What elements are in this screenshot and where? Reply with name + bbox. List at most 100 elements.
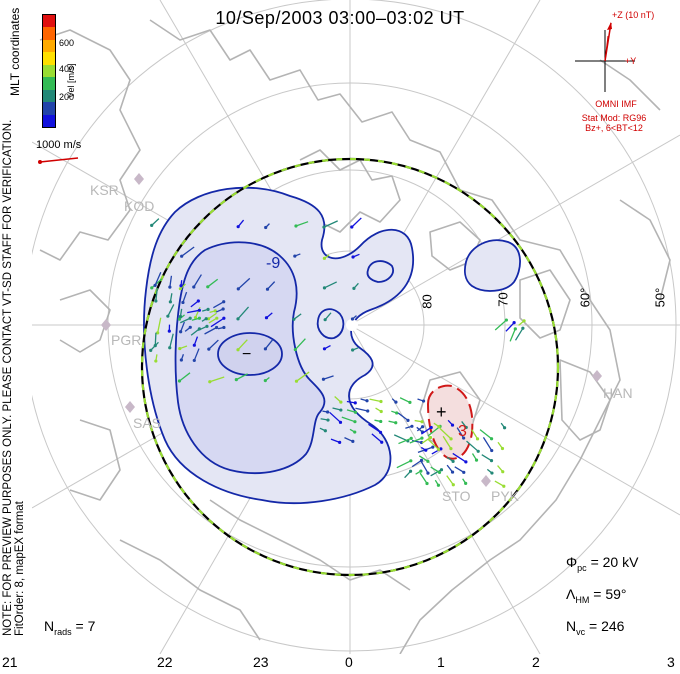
velocity-vector-origin xyxy=(149,348,153,352)
small-negative-contour-2 xyxy=(366,260,394,283)
velocity-vector xyxy=(355,407,368,412)
velocity-vector-origin xyxy=(464,460,468,464)
cross-polar-potential: Φpc = 20 kV xyxy=(566,554,639,573)
velocity-vector-origin xyxy=(379,399,383,404)
colorbar-segment xyxy=(43,39,55,53)
velocity-vector xyxy=(208,312,217,320)
preview-note-line1: NOTE: FOR PREVIEW PURPOSES ONLY. PLEASE … xyxy=(2,119,14,636)
velocity-vector-origin xyxy=(293,347,297,352)
site-label-pgr: PGR xyxy=(111,332,142,348)
velocity-vector-origin xyxy=(353,430,357,434)
velocity-vector xyxy=(494,319,507,331)
velocity-vector-origin xyxy=(196,299,200,303)
velocity-vector-origin xyxy=(521,326,525,330)
latitude-label: 80 xyxy=(419,294,435,309)
velocity-vector xyxy=(180,317,191,324)
velocity-vector-origin xyxy=(263,379,267,383)
velocity-vector-origin xyxy=(156,331,160,335)
velocity-vector-origin xyxy=(351,348,355,352)
velocity-vector-origin xyxy=(178,314,183,319)
velocity-vector-origin xyxy=(429,425,433,430)
velocity-vector-origin xyxy=(490,448,494,453)
colorbar-tick: 600 xyxy=(59,38,75,48)
velocity-vector-origin xyxy=(522,319,526,323)
velocity-vector-origin xyxy=(153,283,157,287)
velocity-vector xyxy=(323,220,338,228)
velocity-vector-origin xyxy=(378,430,383,434)
colorbar-label: Vel [m/s] xyxy=(66,63,76,98)
velocity-vector xyxy=(454,466,465,473)
velocity-vector xyxy=(466,440,479,452)
small-negative-contour-1 xyxy=(316,308,345,340)
velocity-vector-origin xyxy=(193,315,198,320)
velocity-vector-origin xyxy=(352,286,356,290)
velocity-vector-origin xyxy=(489,437,494,441)
velocity-vector xyxy=(421,436,431,444)
velocity-vector-origin xyxy=(502,426,507,430)
velocity-vector xyxy=(169,275,173,288)
velocity-vector-origin xyxy=(426,471,430,475)
velocity-vector xyxy=(418,455,429,462)
velocity-vector-origin xyxy=(154,359,158,363)
velocity-vector xyxy=(341,416,356,423)
site-label-sto: STO xyxy=(442,488,471,504)
velocity-vector-origin xyxy=(366,409,370,413)
velocity-vector-origin xyxy=(338,440,342,444)
velocity-vector-origin xyxy=(424,448,428,452)
velocity-vector-origin xyxy=(197,308,201,312)
velocity-vector xyxy=(236,373,248,381)
velocity-vector-origin xyxy=(350,317,355,321)
velocity-vector-origin xyxy=(208,380,212,384)
velocity-vector-origin xyxy=(339,400,343,404)
velocity-vector-origin xyxy=(395,411,399,415)
velocity-vector-origin xyxy=(178,346,182,351)
velocity-vector-origin xyxy=(420,425,425,429)
velocity-vector xyxy=(207,278,219,288)
colorbar-segment xyxy=(43,64,55,78)
velocity-vector-origin xyxy=(462,470,466,474)
velocity-vector-origin xyxy=(379,419,383,424)
velocity-vector xyxy=(409,437,423,444)
velocity-vector-origin xyxy=(215,316,219,320)
velocity-vector xyxy=(481,454,492,462)
velocity-vector-origin xyxy=(188,316,192,320)
velocity-vector xyxy=(154,332,157,346)
velocity-vector xyxy=(323,375,334,380)
velocity-vector-origin xyxy=(353,420,357,424)
velocity-vector-origin xyxy=(512,321,516,325)
hm-boundary-latitude: ΛHM = 59° xyxy=(566,586,627,605)
velocity-vector xyxy=(351,217,362,228)
velocity-vector-origin xyxy=(322,286,327,290)
velocity-vector-origin xyxy=(168,285,172,289)
velocity-vector xyxy=(420,426,432,435)
velocity-vector-origin xyxy=(150,223,154,227)
velocity-vector-origin xyxy=(292,317,296,321)
heppner-maynard-boundary-dash xyxy=(140,157,560,577)
velocity-vector xyxy=(204,326,217,335)
velocity-colorbar xyxy=(42,14,56,128)
velocity-vector-origin xyxy=(436,447,441,451)
velocity-vector-origin xyxy=(180,254,184,258)
contour-label-positive: 3 xyxy=(458,423,467,440)
colorbar-tick: 400 xyxy=(59,64,75,74)
latitude-label: 50° xyxy=(652,287,668,308)
velocity-vector-origin xyxy=(449,447,453,451)
stat-model-label: Stat Mod: RG96 Bz+, 6<BT<12 xyxy=(554,113,674,133)
velocity-vector xyxy=(264,339,274,350)
velocity-vector-origin xyxy=(179,358,183,362)
radar-count: Nrads = 7 xyxy=(44,618,96,637)
potential-minimum-marker: − xyxy=(242,346,251,363)
colorbar-segment xyxy=(43,27,55,41)
velocity-vector-origin xyxy=(264,225,268,230)
velocity-vector-origin xyxy=(168,346,172,350)
velocity-vector-origin xyxy=(501,470,505,474)
velocity-vector xyxy=(210,317,225,328)
velocity-vector xyxy=(398,437,412,445)
velocity-vector xyxy=(169,333,174,348)
velocity-vector-origin xyxy=(205,324,209,328)
velocity-vector-origin xyxy=(263,347,268,351)
velocity-vector-origin xyxy=(420,420,424,424)
velocity-vector-origin xyxy=(436,483,441,487)
velocity-vector-origin xyxy=(178,287,183,291)
